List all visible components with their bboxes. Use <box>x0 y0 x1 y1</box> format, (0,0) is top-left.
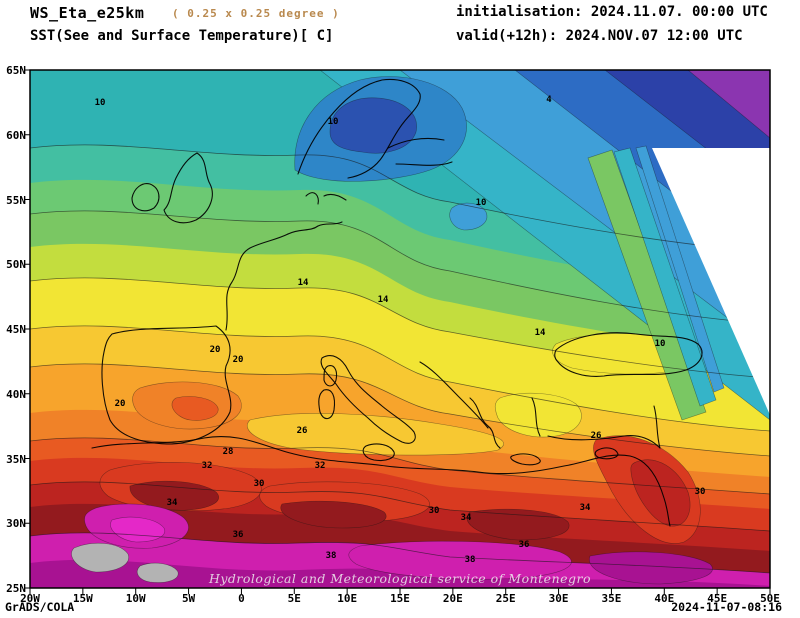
coastline <box>163 152 213 224</box>
contour-region <box>137 562 179 583</box>
contour-line <box>30 532 770 574</box>
coastline <box>323 365 338 387</box>
contour-region <box>348 540 572 580</box>
contour-line <box>30 363 770 457</box>
grads-credit: GrADS/COLA <box>5 600 75 614</box>
coastline <box>318 389 336 420</box>
axis-ticks <box>24 69 771 594</box>
contour-line <box>30 481 770 532</box>
contour-region <box>280 500 387 529</box>
map-layers <box>30 70 770 588</box>
coastline <box>531 397 541 437</box>
contour-region <box>613 147 717 407</box>
contour-region <box>635 145 725 393</box>
initialisation-time: initialisation: 2024.11.07. 00:00 UTC <box>456 4 768 20</box>
coastline <box>469 397 501 449</box>
coastline <box>287 221 343 235</box>
contour-region <box>449 202 488 231</box>
contour-region <box>687 70 770 139</box>
coastline <box>362 443 395 462</box>
coastline <box>395 161 453 166</box>
coastline <box>653 405 661 449</box>
contour-line <box>30 437 770 495</box>
contour-region <box>494 392 582 438</box>
coastline <box>305 192 347 205</box>
contour-region <box>247 413 504 456</box>
domain-edge-mask <box>652 148 770 415</box>
coastline <box>91 436 671 527</box>
coastline <box>131 183 160 212</box>
coastline <box>510 453 541 466</box>
watermark: Hydrological and Meteorological service … <box>208 571 592 586</box>
field-title: SST(See and Surface Temperature)[ C] <box>30 28 334 44</box>
coastline <box>547 435 661 449</box>
contour-region <box>467 508 570 541</box>
contour-region <box>171 396 219 421</box>
contour-line <box>30 277 770 379</box>
coastline <box>419 361 489 429</box>
contour-line <box>30 325 770 432</box>
coastline <box>225 233 289 331</box>
contour-line <box>30 144 770 253</box>
contour-region <box>329 97 417 154</box>
coastline <box>297 78 421 179</box>
coastline <box>594 447 619 460</box>
contour-line <box>30 210 770 325</box>
model-name: WS_Eta_e25km <box>30 4 145 22</box>
coastline <box>387 137 445 149</box>
valid-time: valid(+12h): 2024.NOV.07 12:00 UTC <box>456 28 743 44</box>
contour-region <box>589 551 713 585</box>
render-timestamp: 2024-11-07-08:16 <box>671 600 782 614</box>
coastline <box>320 355 416 444</box>
contour-region <box>71 542 129 573</box>
coastline <box>554 332 703 377</box>
grid-resolution: ( 0.25 x 0.25 degree ) <box>172 7 340 20</box>
coastline <box>101 325 232 445</box>
